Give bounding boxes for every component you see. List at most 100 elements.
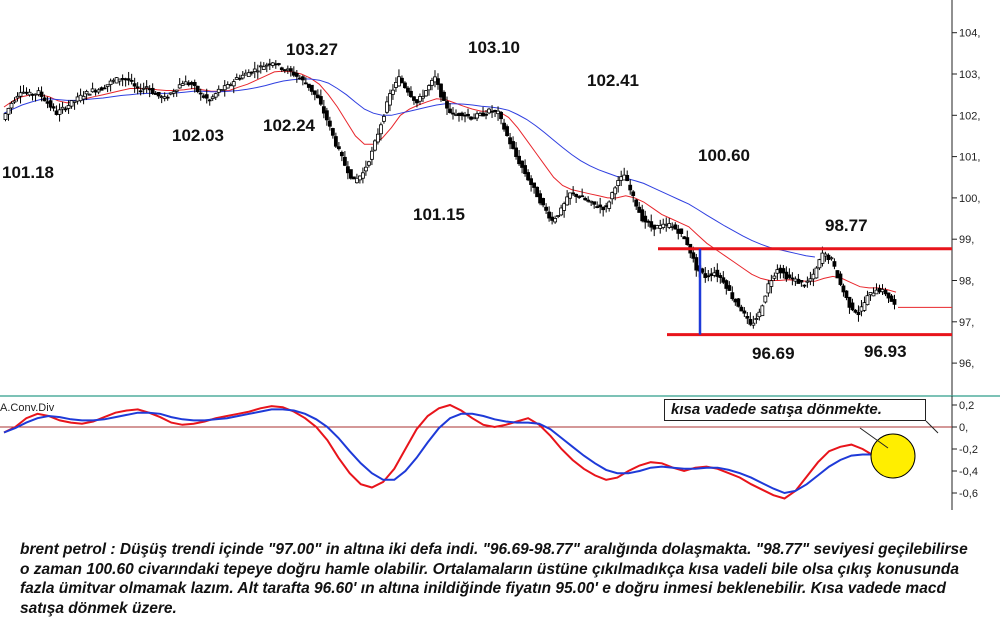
candle-body — [757, 311, 762, 318]
price-tick-label: 101, — [959, 152, 980, 164]
candle-body — [736, 298, 741, 307]
candle-body — [27, 91, 32, 96]
candle-body — [105, 84, 110, 87]
candle-body — [246, 72, 251, 77]
candle-body — [538, 193, 543, 204]
candle-body — [357, 175, 362, 181]
candle-body — [460, 112, 464, 117]
candle-body — [201, 95, 206, 98]
price-tick-label: 98, — [959, 276, 974, 288]
candle-body — [691, 252, 696, 259]
candle-body — [877, 287, 882, 293]
candle-body — [394, 82, 398, 88]
candle-body — [63, 108, 68, 111]
candle-body — [856, 311, 861, 316]
candle-body — [889, 295, 894, 302]
candle-body — [210, 96, 215, 99]
candle-body — [348, 169, 353, 179]
candle-body — [126, 78, 131, 81]
candle-body — [135, 86, 140, 89]
candle-body — [222, 85, 227, 91]
candle-body — [604, 205, 609, 208]
candle-body — [114, 77, 119, 84]
candle-body — [568, 192, 573, 199]
candle-body — [141, 87, 146, 90]
candle-body — [886, 292, 891, 299]
candle-body — [493, 109, 497, 112]
candle-body — [297, 77, 302, 80]
candle-body — [541, 198, 546, 206]
candle-body — [18, 92, 23, 97]
price-axis: 104, 103, 102, 101, 100, 99, 98, 97, 96, — [952, 28, 980, 370]
candle-body — [643, 215, 648, 223]
candle-body — [844, 290, 849, 299]
candle-body — [285, 68, 290, 71]
candle-body — [793, 278, 798, 282]
candle-body — [69, 100, 74, 107]
candle-body — [397, 76, 401, 87]
price-tick-label: 103, — [959, 69, 980, 81]
candle-body — [147, 88, 152, 91]
candle-body — [589, 200, 594, 203]
candle-body — [153, 92, 158, 95]
candle-body — [42, 97, 47, 102]
candle-body — [225, 84, 230, 89]
candle-body — [529, 178, 533, 185]
candle-body — [526, 172, 530, 181]
candle-body — [715, 269, 720, 277]
candle-body — [421, 96, 425, 99]
candle-body — [409, 90, 413, 98]
price-tick-label: 100, — [959, 193, 980, 205]
candle-body — [733, 299, 738, 303]
candle-body — [871, 292, 876, 297]
candle-body — [616, 180, 621, 187]
candle-body — [177, 84, 182, 89]
candle-body — [514, 147, 518, 157]
candle-body — [57, 109, 62, 115]
candle-body — [183, 81, 188, 85]
candle-body — [433, 76, 437, 83]
candle-body — [637, 206, 642, 213]
candle-body — [841, 285, 846, 293]
candle-body — [784, 271, 789, 280]
candle-body — [373, 140, 377, 151]
candle-body — [216, 88, 221, 93]
candle-body — [661, 223, 666, 228]
candle-body — [342, 156, 347, 166]
candle-body — [775, 269, 780, 274]
candle-body — [117, 78, 122, 82]
candle-body — [418, 96, 422, 102]
candle-body — [664, 223, 669, 226]
candle-body — [790, 277, 795, 280]
macd-axis: 0,2 0, -0,2 -0,4 -0,6 — [952, 400, 978, 500]
candle-body — [171, 91, 176, 94]
candle-body — [523, 165, 527, 174]
support-resistance-levels — [658, 247, 952, 337]
macd-lines — [3, 403, 897, 500]
candle-body — [240, 74, 245, 79]
candle-body — [676, 228, 681, 234]
candle-body — [832, 261, 837, 267]
level-label: 96.69 — [752, 344, 795, 363]
candle-body — [291, 71, 296, 76]
candle-body — [556, 215, 561, 217]
candle-body — [577, 196, 582, 198]
candle-body — [730, 292, 735, 300]
candle-body — [276, 63, 281, 65]
candle-body — [505, 126, 509, 137]
candle-body — [3, 113, 8, 120]
candle-body — [787, 274, 792, 278]
macd-series-line — [3, 408, 896, 495]
macd-tick-label: -0,4 — [959, 466, 978, 478]
candle-body — [598, 204, 603, 208]
candle-body — [309, 84, 314, 92]
price-annotations: 101.18 102.03 103.27 102.24 103.10 101.1… — [2, 38, 907, 363]
candle-body — [511, 141, 515, 149]
candle-body — [739, 306, 744, 312]
candle-body — [36, 90, 41, 95]
candle-body — [808, 278, 813, 282]
candle-body — [553, 218, 558, 223]
callout-pointer — [859, 427, 889, 449]
candle-body — [874, 289, 879, 295]
candle-body — [6, 107, 11, 115]
